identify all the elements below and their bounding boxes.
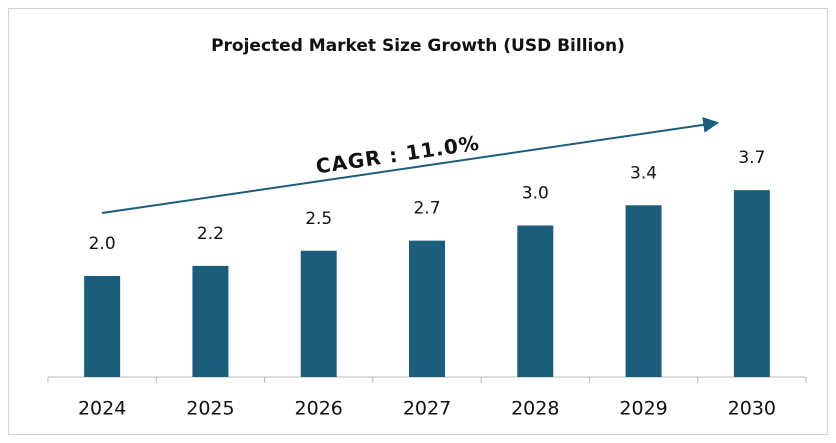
x-tick-label: 2028 [511, 398, 559, 420]
value-label: 2.5 [305, 209, 332, 229]
value-label: 3.7 [738, 148, 765, 168]
x-tick-label: 2025 [186, 398, 234, 420]
chart-title: Projected Market Size Growth (USD Billio… [211, 36, 625, 56]
bar [84, 276, 121, 377]
value-label: 2.2 [197, 224, 224, 244]
bar [517, 225, 554, 377]
bar [300, 250, 337, 377]
x-tick-label: 2026 [295, 398, 343, 420]
x-tick-label: 2024 [78, 398, 126, 420]
x-tick-label: 2030 [728, 398, 776, 420]
bar [192, 265, 229, 377]
bar [733, 190, 770, 377]
x-tick-label: 2029 [619, 398, 667, 420]
value-label: 3.4 [630, 163, 657, 183]
cagr-arrow [101, 116, 720, 214]
value-label: 3.0 [522, 184, 549, 204]
value-label: 2.7 [413, 199, 440, 219]
bar [409, 240, 445, 377]
value-label: 2.0 [89, 234, 116, 254]
bar [625, 205, 662, 377]
x-tick-label: 2027 [403, 398, 451, 420]
